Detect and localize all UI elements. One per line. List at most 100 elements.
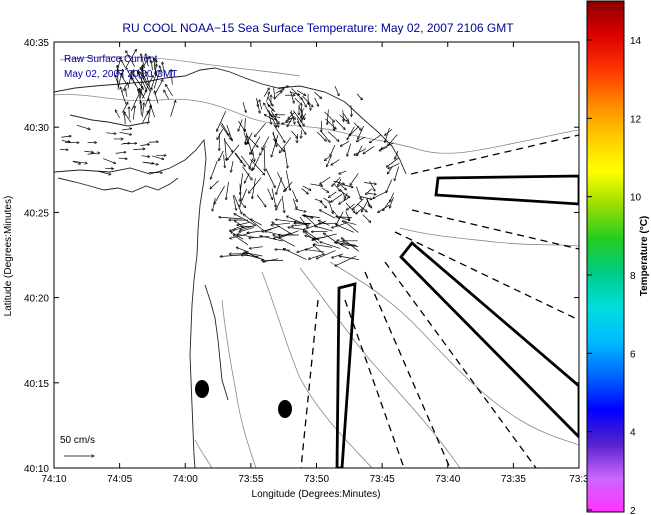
current-vector xyxy=(147,105,151,125)
current-vector xyxy=(141,67,142,88)
current-vector xyxy=(284,147,287,168)
x-tick-label: 73:35 xyxy=(501,474,526,485)
colorbar-tick-label: 2 xyxy=(630,506,636,515)
current-vector xyxy=(256,97,259,107)
contour-line xyxy=(221,299,257,468)
current-vector xyxy=(301,108,304,118)
current-vector xyxy=(264,148,265,171)
current-vector xyxy=(104,168,113,169)
current-vector xyxy=(357,203,367,212)
colorbar-tick-label: 6 xyxy=(630,349,636,360)
current-vector xyxy=(210,160,218,179)
current-vector xyxy=(117,73,122,90)
current-vector xyxy=(340,140,350,146)
current-vector xyxy=(119,131,132,135)
current-vector xyxy=(231,160,234,172)
current-vector xyxy=(302,185,311,190)
contour-line xyxy=(329,261,579,446)
coastline xyxy=(54,67,407,468)
current-vector xyxy=(356,136,366,142)
current-vector xyxy=(223,139,233,153)
current-vector xyxy=(268,110,277,127)
current-vector xyxy=(373,191,387,199)
current-vector xyxy=(210,180,219,189)
current-vector xyxy=(248,177,262,194)
current-vector xyxy=(287,117,294,126)
current-vector xyxy=(350,173,359,185)
current-vector xyxy=(335,255,357,266)
current-vector xyxy=(265,168,275,188)
current-vector xyxy=(263,88,269,97)
current-vector xyxy=(230,232,251,238)
figure-title: RU COOL NOAA−15 Sea Surface Temperature:… xyxy=(122,21,514,35)
coastline-path xyxy=(204,284,229,401)
current-vector xyxy=(345,202,355,213)
current-vector xyxy=(281,195,284,213)
current-vector xyxy=(274,91,282,99)
current-vector xyxy=(130,91,140,112)
current-vector xyxy=(276,198,282,211)
current-vector xyxy=(362,214,371,223)
y-tick-label: 40:20 xyxy=(24,294,49,305)
current-vector xyxy=(239,188,248,207)
current-vector xyxy=(139,88,145,99)
current-vector xyxy=(240,224,257,230)
current-vector xyxy=(320,131,330,142)
current-vector xyxy=(234,220,244,228)
current-vector xyxy=(330,144,336,156)
current-vector xyxy=(332,210,340,219)
current-vector xyxy=(357,145,363,156)
current-vector xyxy=(296,121,306,134)
current-vector xyxy=(141,156,149,157)
contour-line xyxy=(54,94,579,154)
current-vector xyxy=(267,188,273,200)
current-vector xyxy=(121,60,126,68)
current-vector xyxy=(264,115,274,120)
current-vector xyxy=(214,185,225,204)
current-vector xyxy=(319,210,336,219)
current-vector xyxy=(227,144,240,160)
current-vector xyxy=(297,246,313,252)
colorbar-tick-label: 4 xyxy=(630,428,636,439)
current-vector xyxy=(73,160,87,163)
current-vector xyxy=(274,115,279,127)
current-vector xyxy=(76,124,90,129)
current-vector xyxy=(234,214,257,226)
current-vector xyxy=(154,64,157,75)
x-tick-label: 74:05 xyxy=(107,474,132,485)
current-vector xyxy=(237,234,254,238)
y-tick-label: 40:35 xyxy=(24,38,49,49)
y-tick-label: 40:30 xyxy=(24,123,49,134)
legend-current-time: May 02, 2007 20:00 GMT xyxy=(64,69,177,80)
current-vector xyxy=(264,103,269,112)
current-vector xyxy=(277,172,286,190)
scale-label: 50 cm/s xyxy=(60,435,95,446)
current-vector xyxy=(271,222,291,225)
radial-line xyxy=(384,261,537,468)
current-vector xyxy=(333,183,340,192)
current-vector xyxy=(117,65,118,88)
current-vector xyxy=(307,100,311,111)
current-vector xyxy=(118,158,128,159)
current-vector xyxy=(238,119,243,131)
current-vector xyxy=(356,186,361,200)
bathymetry-contours xyxy=(54,56,579,468)
current-vector xyxy=(123,69,124,79)
current-vector xyxy=(321,187,329,193)
current-vector xyxy=(144,88,152,108)
current-vector xyxy=(122,102,128,113)
current-vector xyxy=(316,250,336,259)
station-marker xyxy=(278,400,292,418)
current-vector xyxy=(126,68,137,87)
current-vector xyxy=(289,111,295,119)
current-vector xyxy=(338,216,350,221)
current-vector xyxy=(327,109,328,125)
colorbar-tick-label: 10 xyxy=(630,193,642,204)
current-vector xyxy=(294,97,302,105)
current-vector xyxy=(289,90,294,104)
lane-vertical xyxy=(335,282,357,468)
current-vector xyxy=(347,126,355,140)
x-tick-label: 73:45 xyxy=(370,474,395,485)
current-vector xyxy=(335,119,346,130)
current-vector xyxy=(140,72,151,92)
